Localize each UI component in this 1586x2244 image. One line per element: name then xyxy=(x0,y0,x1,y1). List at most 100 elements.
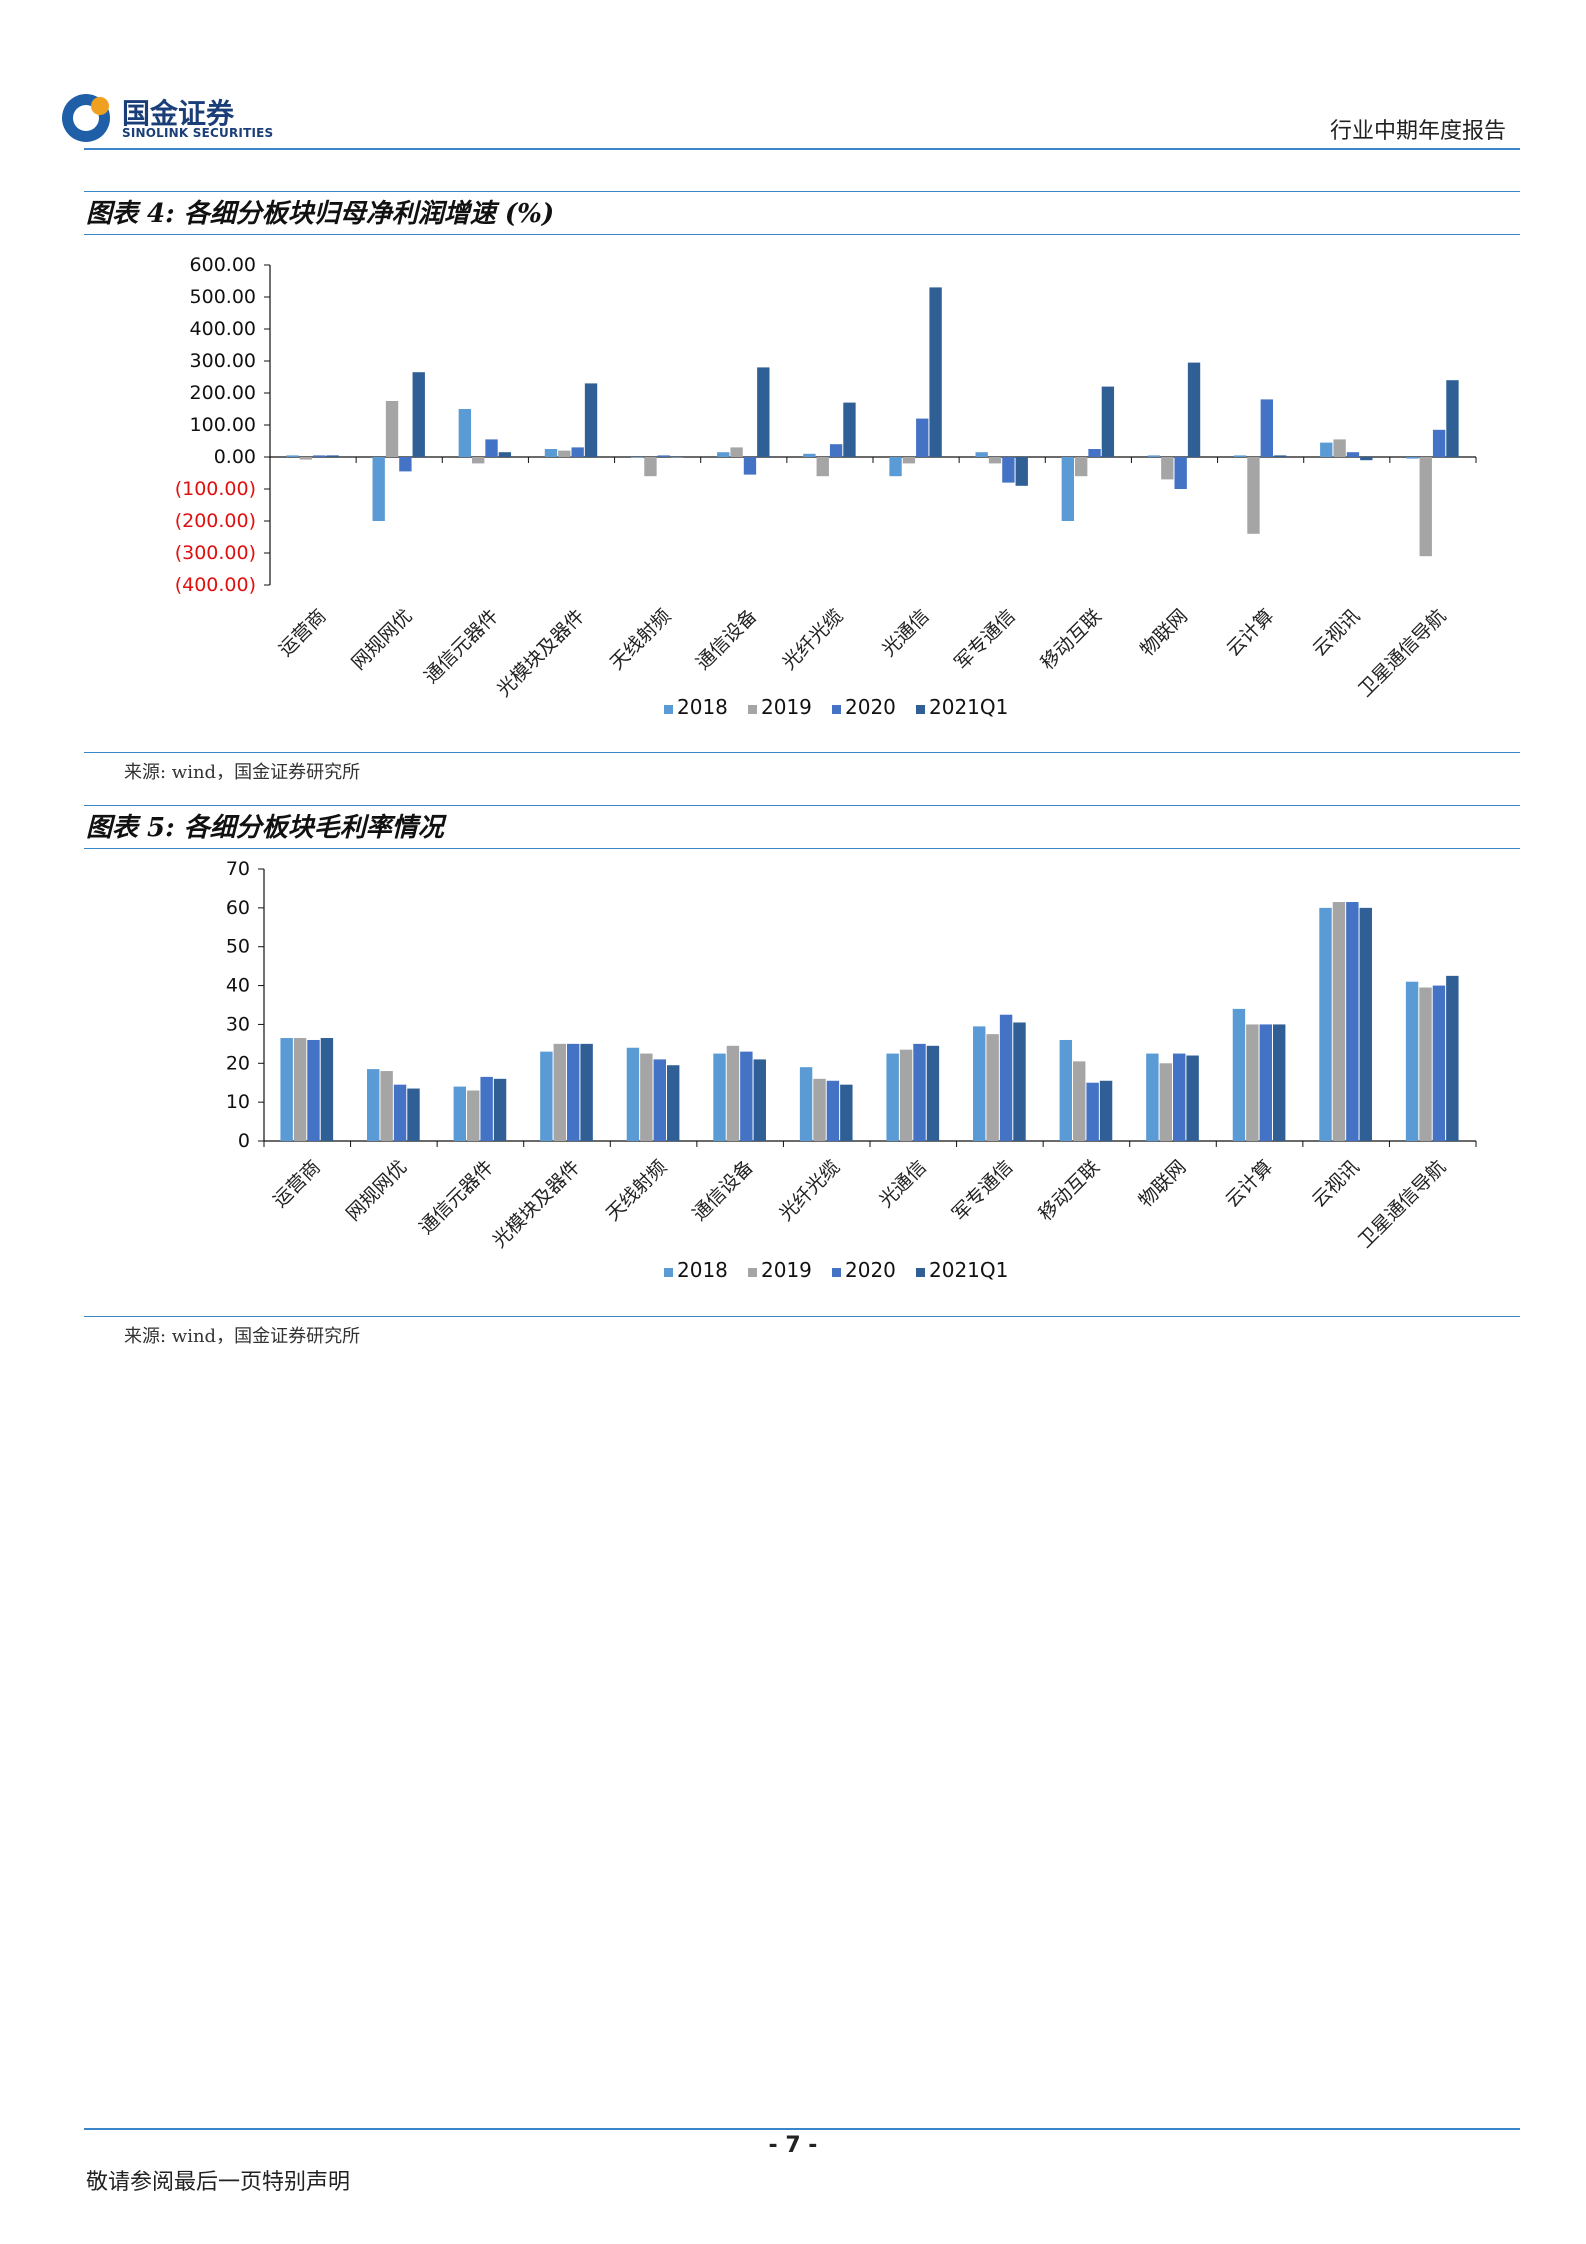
bar-2021Q1-4 xyxy=(666,1065,680,1141)
legend-label-2019: 2019 xyxy=(761,1258,812,1282)
legend-swatch-2021Q1 xyxy=(916,1268,925,1277)
bar-2019-2 xyxy=(472,457,485,464)
y-tick-label: 0.00 xyxy=(214,446,256,468)
figure5-source: 来源: wind，国金证券研究所 xyxy=(124,1326,361,1347)
bar-2021Q1-1 xyxy=(407,1088,420,1141)
bar-2019-12 xyxy=(1333,439,1346,457)
x-category-label: 云视讯 xyxy=(1308,1156,1364,1212)
y-tick-label: 500.00 xyxy=(190,286,256,308)
x-category-label: 移动互联 xyxy=(1037,605,1106,674)
bar-2021Q1-7 xyxy=(929,287,942,457)
x-category-label: 光通信 xyxy=(875,1156,931,1212)
bar-2020-2 xyxy=(480,1076,493,1141)
legend-label-2020: 2020 xyxy=(845,1258,896,1282)
bar-2018-3 xyxy=(544,449,558,457)
legend-swatch-2020 xyxy=(832,1268,841,1277)
x-category-label: 军专通信 xyxy=(948,1156,1017,1225)
bar-2018-0 xyxy=(286,455,299,457)
bar-2021Q1-11 xyxy=(1272,1024,1286,1141)
y-tick-label: 10 xyxy=(226,1091,250,1113)
page-number: - 7 - xyxy=(768,2133,818,2158)
bar-2018-2 xyxy=(458,409,472,457)
bar-2020-0 xyxy=(313,455,326,457)
bar-2018-13 xyxy=(1405,981,1419,1141)
bar-2019-5 xyxy=(730,447,743,457)
bar-2019-4 xyxy=(640,1053,653,1141)
y-tick-label: 400.00 xyxy=(190,318,256,340)
y-tick-label: (300.00) xyxy=(175,542,256,564)
bar-2021Q1-10 xyxy=(1187,362,1201,457)
bar-2018-6 xyxy=(799,1067,813,1141)
x-category-label: 移动互联 xyxy=(1035,1156,1104,1225)
bar-2018-1 xyxy=(367,1069,380,1141)
bar-2021Q1-10 xyxy=(1186,1055,1199,1141)
figure4-title-rule xyxy=(84,234,1520,235)
x-category-label: 通信设备 xyxy=(688,1156,757,1225)
report-type: 行业中期年度报告 xyxy=(1329,119,1506,144)
x-category-label: 天线射频 xyxy=(602,1156,671,1225)
x-category-label: 通信设备 xyxy=(692,605,761,674)
bar-2019-8 xyxy=(986,1034,999,1141)
figure4-bottom-rule xyxy=(84,752,1520,753)
y-tick-label: 30 xyxy=(226,1013,250,1035)
bar-2020-3 xyxy=(567,1043,580,1141)
bar-2021Q1-11 xyxy=(1273,455,1287,457)
legend-label-2019: 2019 xyxy=(761,695,812,719)
bar-2020-7 xyxy=(916,418,929,457)
bar-2019-8 xyxy=(988,457,1002,464)
bar-2018-12 xyxy=(1319,907,1332,1141)
bar-2018-9 xyxy=(1061,457,1075,521)
logo-text-en: SINOLINK SECURITIES xyxy=(122,126,274,140)
bar-2019-6 xyxy=(813,1078,826,1141)
chart-net-profit-growth: 600.00 500.00 400.00 300.00 200.00 100.00 0.00… xyxy=(175,254,1477,719)
bar-2020-4 xyxy=(653,1059,666,1141)
bar-2020-5 xyxy=(740,1051,753,1141)
x-category-label: 军专通信 xyxy=(950,605,1019,674)
bar-2018-4 xyxy=(626,1047,640,1141)
y-tick-label: 100.00 xyxy=(190,414,256,436)
bar-2019-3 xyxy=(553,1043,566,1141)
y-tick-label: (100.00) xyxy=(175,478,256,500)
bar-2018-10 xyxy=(1146,1053,1159,1141)
bar-2019-13 xyxy=(1419,457,1432,557)
figure5-bottom-rule xyxy=(84,1316,1520,1317)
figure4-source: 来源: wind，国金证券研究所 xyxy=(124,762,361,783)
y-tick-label: 40 xyxy=(226,975,250,997)
bar-2018-7 xyxy=(886,1053,899,1141)
x-category-label: 卫星通信导航 xyxy=(1354,605,1450,701)
x-category-label: 物联网 xyxy=(1135,1156,1191,1212)
bar-2020-1 xyxy=(399,457,412,472)
y-tick-label: 600.00 xyxy=(190,254,256,276)
x-category-label: 通信元器件 xyxy=(420,605,503,688)
bar-2019-11 xyxy=(1246,1024,1259,1141)
bar-2020-12 xyxy=(1346,902,1359,1141)
y-tick-label: (200.00) xyxy=(175,510,256,532)
bar-2018-3 xyxy=(540,1051,553,1141)
bar-2019-7 xyxy=(902,457,916,464)
bar-2020-6 xyxy=(826,1080,840,1141)
figure5-title-rule xyxy=(84,848,1520,849)
bar-2021Q1-4 xyxy=(670,457,684,458)
logo: 国金证券 SINOLINK SECURITIES xyxy=(60,90,290,146)
bar-2020-9 xyxy=(1086,1082,1099,1141)
x-category-label: 网规网优 xyxy=(342,1156,411,1225)
bar-2019-2 xyxy=(467,1090,480,1141)
x-category-label: 光通信 xyxy=(878,605,934,661)
header-divider xyxy=(84,148,1520,150)
bar-2018-1 xyxy=(372,457,385,521)
bar-2021Q1-2 xyxy=(493,1078,507,1141)
bar-2020-2 xyxy=(485,439,498,457)
bar-2021Q1-2 xyxy=(498,452,512,457)
bar-2019-10 xyxy=(1161,457,1174,480)
bar-2020-12 xyxy=(1346,452,1360,457)
bar-2021Q1-3 xyxy=(584,383,598,457)
bar-2021Q1-5 xyxy=(757,367,770,457)
legend-swatch-2018 xyxy=(664,705,673,714)
bar-2019-9 xyxy=(1075,457,1088,477)
bar-2021Q1-0 xyxy=(326,455,339,457)
x-category-label: 物联网 xyxy=(1136,605,1192,661)
x-category-label: 运营商 xyxy=(269,1156,325,1212)
x-category-label: 网规网优 xyxy=(347,605,416,674)
bar-2021Q1-9 xyxy=(1101,386,1115,457)
